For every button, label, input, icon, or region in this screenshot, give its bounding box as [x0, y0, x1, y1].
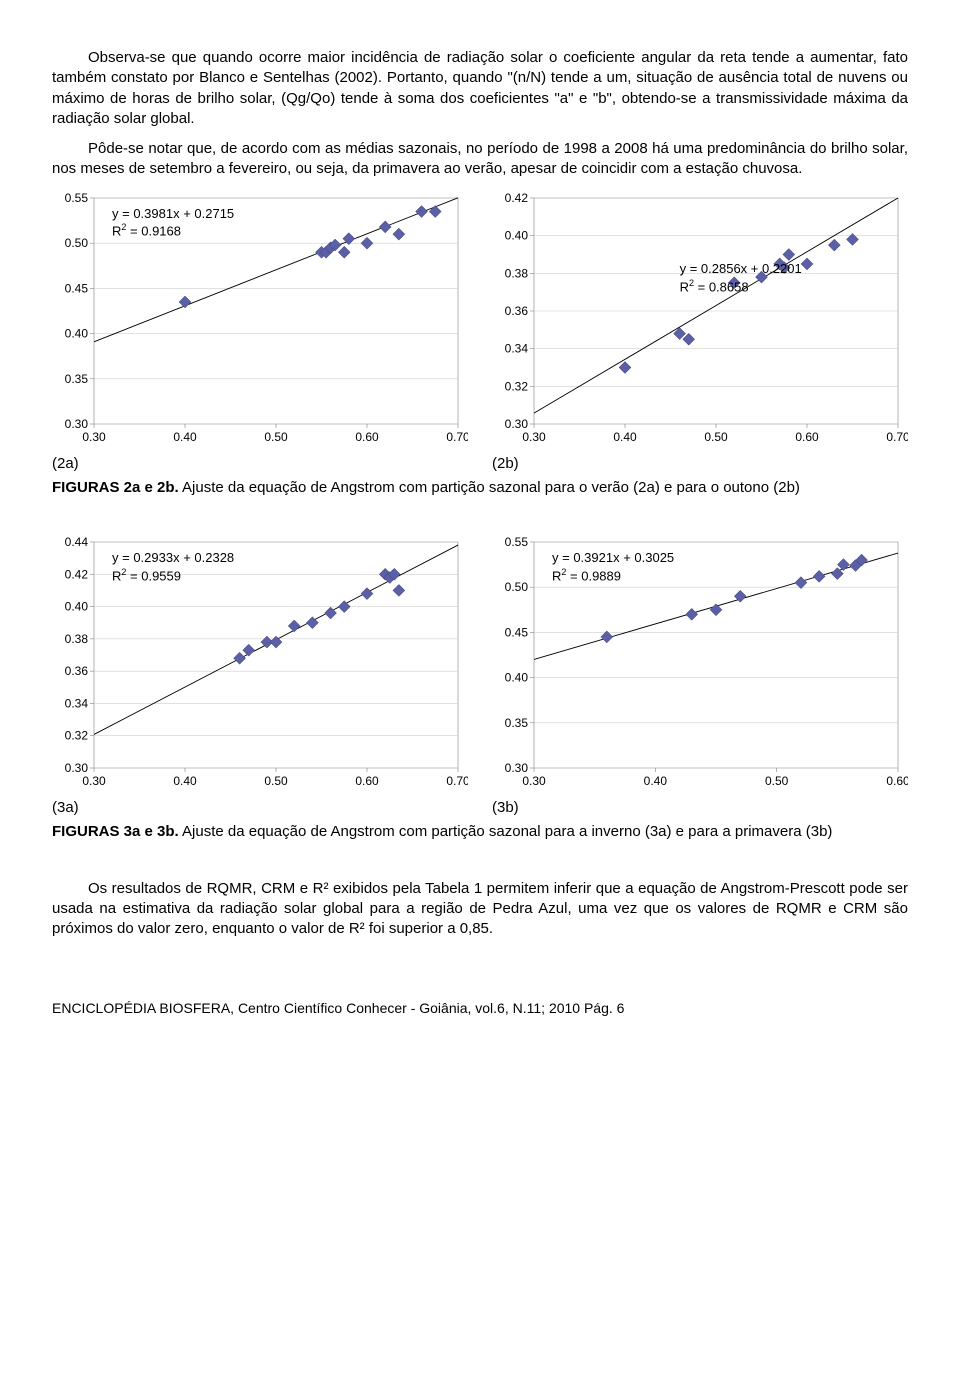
- caption-2: FIGURAS 2a e 2b. Ajuste da equação de An…: [52, 478, 908, 498]
- caption-2-rest: Ajuste da equação de Angstrom com partiç…: [179, 479, 800, 496]
- labels-row-3: (3a) (3b): [52, 798, 908, 818]
- svg-text:0.60: 0.60: [355, 774, 379, 788]
- svg-text:0.34: 0.34: [505, 341, 529, 355]
- svg-text:0.32: 0.32: [505, 379, 529, 393]
- chart-2b: 0.30 0.32 0.34 0.36 0.38 0.40 0.42 0.30 0.40 0.50…: [492, 190, 908, 450]
- svg-text:0.40: 0.40: [644, 774, 668, 788]
- svg-text:0.70: 0.70: [446, 774, 468, 788]
- svg-text:0.40: 0.40: [613, 430, 637, 444]
- svg-text:0.32: 0.32: [65, 729, 89, 743]
- svg-text:0.45: 0.45: [65, 281, 89, 295]
- svg-text:0.55: 0.55: [505, 535, 529, 549]
- caption-3-bold: FIGURAS 3a e 3b.: [52, 823, 179, 840]
- svg-text:0.50: 0.50: [765, 774, 789, 788]
- charts-row-2: 0.30 0.35 0.40 0.45 0.50 0.55 0.30 0.40 0.50 0.60…: [52, 190, 908, 450]
- equation-box: y = 0.2933x + 0.2328R2 = 0.9559: [112, 550, 234, 585]
- svg-text:0.38: 0.38: [505, 266, 529, 280]
- svg-text:0.50: 0.50: [704, 430, 728, 444]
- svg-text:0.42: 0.42: [65, 567, 89, 581]
- svg-text:0.38: 0.38: [65, 632, 89, 646]
- svg-text:0.40: 0.40: [505, 671, 529, 685]
- paragraph-2: Pôde-se notar que, de acordo com as médi…: [52, 139, 908, 180]
- label-3b: (3b): [492, 798, 908, 818]
- labels-row-2: (2a) (2b): [52, 454, 908, 474]
- svg-text:0.30: 0.30: [65, 761, 89, 775]
- charts-row-3: 0.30 0.32 0.34 0.36 0.38 0.40 0.42 0.44 0.30 0.40…: [52, 534, 908, 794]
- label-3a: (3a): [52, 798, 468, 818]
- svg-text:0.35: 0.35: [505, 716, 529, 730]
- equation-box: y = 0.2856x + 0.2201R2 = 0.8658: [680, 261, 802, 296]
- svg-text:0.36: 0.36: [65, 664, 89, 678]
- svg-text:0.70: 0.70: [886, 430, 908, 444]
- svg-text:0.70: 0.70: [446, 430, 468, 444]
- svg-text:0.30: 0.30: [522, 774, 546, 788]
- svg-text:0.30: 0.30: [505, 417, 529, 431]
- svg-text:0.30: 0.30: [505, 761, 529, 775]
- svg-text:0.60: 0.60: [886, 774, 908, 788]
- svg-text:0.40: 0.40: [65, 326, 89, 340]
- svg-text:0.30: 0.30: [82, 430, 106, 444]
- chart-2a: 0.30 0.35 0.40 0.45 0.50 0.55 0.30 0.40 0.50 0.60…: [52, 190, 468, 450]
- svg-text:0.30: 0.30: [65, 417, 89, 431]
- svg-text:0.60: 0.60: [355, 430, 379, 444]
- svg-text:0.42: 0.42: [505, 191, 529, 205]
- paragraph-1: Observa-se que quando ocorre maior incid…: [52, 48, 908, 129]
- caption-3: FIGURAS 3a e 3b. Ajuste da equação de An…: [52, 822, 908, 842]
- svg-text:0.40: 0.40: [173, 430, 197, 444]
- svg-text:0.44: 0.44: [65, 535, 89, 549]
- paragraph-3: Os resultados de RQMR, CRM e R² exibidos…: [52, 879, 908, 940]
- svg-text:0.30: 0.30: [522, 430, 546, 444]
- svg-text:0.40: 0.40: [65, 600, 89, 614]
- chart-3a: 0.30 0.32 0.34 0.36 0.38 0.40 0.42 0.44 0.30 0.40…: [52, 534, 468, 794]
- svg-text:0.36: 0.36: [505, 304, 529, 318]
- equation-box: y = 0.3981x + 0.2715R2 = 0.9168: [112, 206, 234, 241]
- svg-text:0.60: 0.60: [795, 430, 819, 444]
- svg-text:0.50: 0.50: [65, 236, 89, 250]
- label-2a: (2a): [52, 454, 468, 474]
- svg-text:0.40: 0.40: [173, 774, 197, 788]
- caption-2-bold: FIGURAS 2a e 2b.: [52, 479, 179, 496]
- svg-text:0.34: 0.34: [65, 696, 89, 710]
- svg-text:0.30: 0.30: [82, 774, 106, 788]
- svg-text:0.50: 0.50: [264, 774, 288, 788]
- svg-text:0.50: 0.50: [264, 430, 288, 444]
- svg-text:0.55: 0.55: [65, 191, 89, 205]
- footer-text: ENCICLOPÉDIA BIOSFERA, Centro Científico…: [52, 999, 624, 1018]
- equation-box: y = 0.3921x + 0.3025R2 = 0.9889: [552, 550, 674, 585]
- label-2b: (2b): [492, 454, 908, 474]
- caption-3-rest: Ajuste da equação de Angstrom com partiç…: [179, 823, 833, 840]
- svg-text:0.40: 0.40: [505, 228, 529, 242]
- chart-3b: 0.30 0.35 0.40 0.45 0.50 0.55 0.30 0.40 0.50 0.60…: [492, 534, 908, 794]
- svg-text:0.35: 0.35: [65, 371, 89, 385]
- svg-text:0.50: 0.50: [505, 580, 529, 594]
- svg-text:0.45: 0.45: [505, 625, 529, 639]
